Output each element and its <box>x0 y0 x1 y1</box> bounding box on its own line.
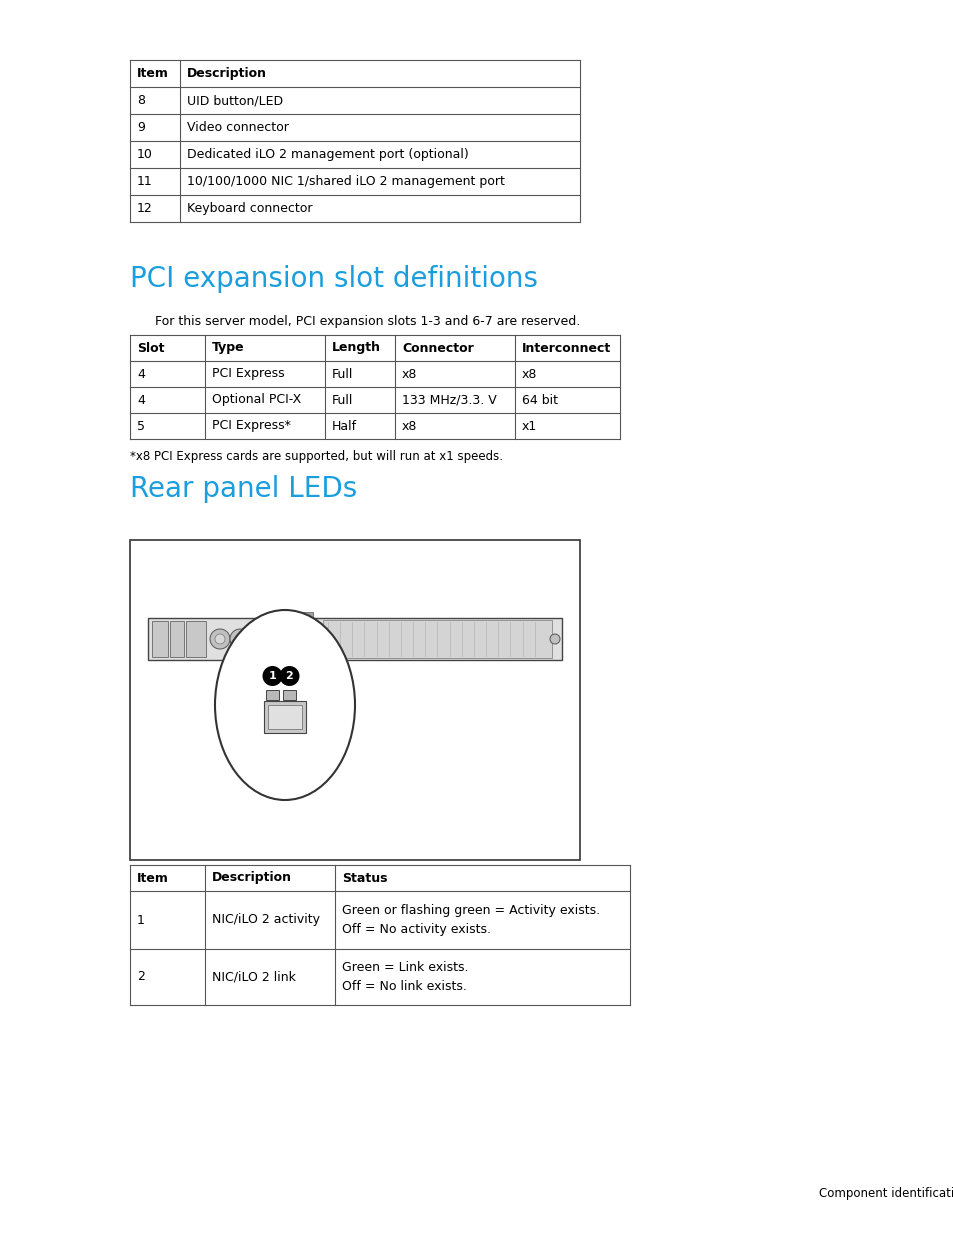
Text: 10: 10 <box>137 148 152 161</box>
Bar <box>268 705 302 729</box>
Text: 12: 12 <box>137 203 152 215</box>
Text: Optional PCI-X: Optional PCI-X <box>212 394 301 406</box>
Bar <box>257 622 284 655</box>
Text: *x8 PCI Express cards are supported, but will run at x1 speeds.: *x8 PCI Express cards are supported, but… <box>130 450 502 463</box>
Bar <box>130 540 579 860</box>
Text: PCI expansion slot definitions: PCI expansion slot definitions <box>130 266 537 293</box>
Text: Type: Type <box>212 342 244 354</box>
Text: Full: Full <box>332 394 353 406</box>
Text: Dedicated iLO 2 management port (optional): Dedicated iLO 2 management port (optiona… <box>187 148 468 161</box>
Text: 2: 2 <box>285 671 294 680</box>
Text: Status: Status <box>341 872 387 884</box>
Bar <box>266 690 278 700</box>
Bar <box>323 620 552 658</box>
Text: 8: 8 <box>137 94 145 107</box>
Circle shape <box>550 634 559 643</box>
Text: Component identification    13: Component identification 13 <box>818 1187 953 1199</box>
Text: 10/100/1000 NIC 1/shared iLO 2 management port: 10/100/1000 NIC 1/shared iLO 2 managemen… <box>187 175 504 188</box>
Text: 9: 9 <box>137 121 145 135</box>
Text: 11: 11 <box>137 175 152 188</box>
Bar <box>288 621 315 657</box>
Circle shape <box>279 666 299 685</box>
Bar <box>148 618 561 659</box>
Text: Item: Item <box>137 67 169 80</box>
Text: x1: x1 <box>521 420 537 432</box>
Text: PCI Express*: PCI Express* <box>212 420 291 432</box>
Circle shape <box>210 629 230 650</box>
Circle shape <box>234 634 245 643</box>
Text: UID button/LED: UID button/LED <box>187 94 283 107</box>
Text: Video connector: Video connector <box>187 121 289 135</box>
Circle shape <box>262 666 282 685</box>
Text: Off = No link exists.: Off = No link exists. <box>341 979 466 993</box>
Text: Item: Item <box>137 872 169 884</box>
Bar <box>170 621 184 657</box>
Text: Description: Description <box>187 67 267 80</box>
Text: PCI Express: PCI Express <box>212 368 284 380</box>
Text: Green = Link exists.: Green = Link exists. <box>341 961 468 974</box>
Bar <box>264 701 306 734</box>
Bar <box>152 621 168 657</box>
Ellipse shape <box>214 610 355 800</box>
Text: Description: Description <box>212 872 292 884</box>
Bar <box>302 613 313 620</box>
Text: x8: x8 <box>521 368 537 380</box>
Text: NIC/iLO 2 activity: NIC/iLO 2 activity <box>212 914 319 926</box>
Text: Green or flashing green = Activity exists.: Green or flashing green = Activity exist… <box>341 904 599 916</box>
Text: Interconnect: Interconnect <box>521 342 611 354</box>
Text: 5: 5 <box>137 420 145 432</box>
Text: 133 MHz/3.3. V: 133 MHz/3.3. V <box>401 394 497 406</box>
Text: Connector: Connector <box>401 342 474 354</box>
Text: Slot: Slot <box>137 342 164 354</box>
Text: 1: 1 <box>269 671 276 680</box>
Bar <box>186 621 206 657</box>
Circle shape <box>214 634 225 643</box>
Text: 2: 2 <box>137 971 145 983</box>
Text: x8: x8 <box>401 420 416 432</box>
Circle shape <box>230 629 250 650</box>
Text: Rear panel LEDs: Rear panel LEDs <box>130 475 356 503</box>
Text: Full: Full <box>332 368 353 380</box>
Text: NIC/iLO 2 link: NIC/iLO 2 link <box>212 971 295 983</box>
Text: Off = No activity exists.: Off = No activity exists. <box>341 924 491 936</box>
Text: Keyboard connector: Keyboard connector <box>187 203 313 215</box>
Text: Length: Length <box>332 342 380 354</box>
Text: 1: 1 <box>137 914 145 926</box>
Bar <box>289 613 299 620</box>
Text: For this server model, PCI expansion slots 1-3 and 6-7 are reserved.: For this server model, PCI expansion slo… <box>154 315 579 329</box>
Text: 4: 4 <box>137 394 145 406</box>
Text: 4: 4 <box>137 368 145 380</box>
Text: 64 bit: 64 bit <box>521 394 558 406</box>
Text: Half: Half <box>332 420 356 432</box>
Bar <box>283 690 295 700</box>
Text: x8: x8 <box>401 368 416 380</box>
